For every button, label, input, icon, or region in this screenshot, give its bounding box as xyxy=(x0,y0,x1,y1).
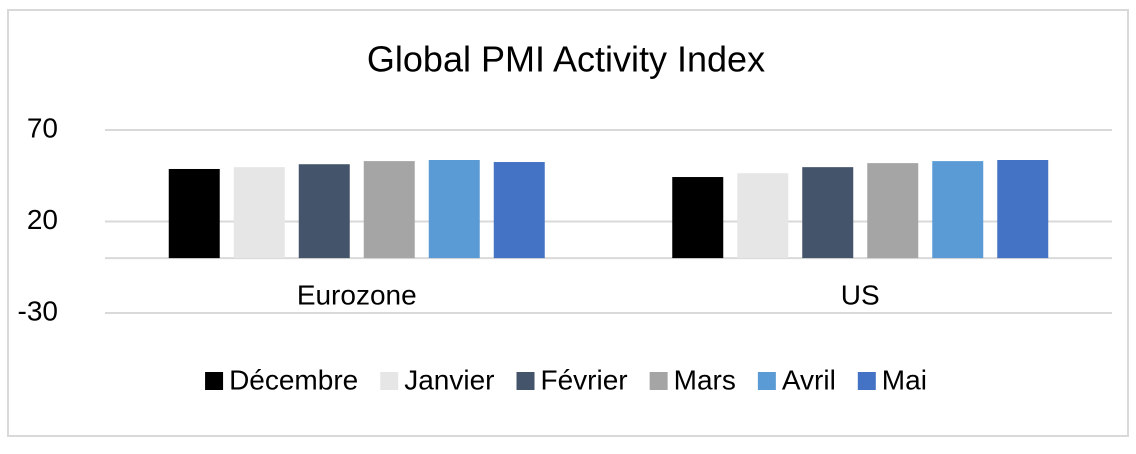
bar xyxy=(737,173,789,259)
legend-swatch xyxy=(757,372,776,390)
legend-label: Février xyxy=(541,364,628,395)
bar xyxy=(672,177,724,259)
y-tick-label: -30 xyxy=(18,295,58,326)
bar xyxy=(932,161,984,259)
bar xyxy=(233,167,285,259)
bar xyxy=(802,167,854,259)
bar xyxy=(493,162,545,259)
legend-label: Décembre xyxy=(229,364,358,395)
bar xyxy=(363,161,415,259)
legend-label: Avril xyxy=(782,364,836,395)
legend-label: Janvier xyxy=(404,364,494,395)
bar xyxy=(298,164,350,259)
bar xyxy=(168,168,220,259)
bar xyxy=(428,160,480,259)
legend-swatch xyxy=(380,372,399,390)
x-tick-label: US xyxy=(841,279,880,310)
y-tick-label: 20 xyxy=(27,204,58,235)
x-tick-label: Eurozone xyxy=(297,279,417,310)
legend-label: Mars xyxy=(674,364,736,395)
legend-label: Mai xyxy=(882,364,927,395)
chart-title: Global PMI Activity Index xyxy=(367,39,765,80)
bar xyxy=(867,163,919,259)
legend-swatch xyxy=(205,372,224,390)
bar xyxy=(997,160,1049,259)
legend-swatch xyxy=(649,372,668,390)
y-tick-label: 70 xyxy=(27,112,58,143)
legend-swatch xyxy=(857,372,876,390)
legend-swatch xyxy=(516,372,535,390)
